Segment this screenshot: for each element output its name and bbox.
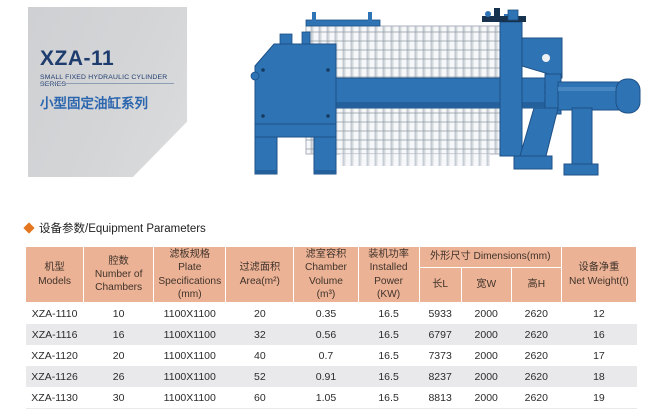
- cell-length: 6797: [428, 328, 452, 341]
- cell-length: 5933: [428, 307, 452, 320]
- cell-length: 8813: [428, 391, 452, 404]
- cell-net-weight: 18: [593, 370, 605, 383]
- cell-model: XZA-1110: [31, 307, 78, 320]
- filter-plates-top: [305, 25, 503, 81]
- cell-installed-power: 16.5: [378, 307, 399, 320]
- cell-installed-power: 16.5: [378, 391, 399, 404]
- cell-chamber-volume: 1.05: [315, 391, 337, 404]
- filter-press-svg: [250, 8, 641, 176]
- cell-chambers: 26: [112, 370, 125, 383]
- col-header-plate-spec: 滤板规格 Plate Specifications (mm): [153, 246, 227, 303]
- table-row: XZA-1126 26 1100X1100 52 0.91 16.5 8237 …: [25, 366, 637, 387]
- cell-width: 2000: [474, 307, 498, 320]
- section-title: 设备参数/Equipment Parameters: [39, 223, 206, 235]
- cell-plate-spec: 1100X1100: [163, 328, 216, 341]
- cell-net-weight: 16: [593, 328, 605, 341]
- table-row: XZA-1116 16 1100X1100 32 0.56 16.5 6797 …: [25, 324, 637, 345]
- cell-height: 2620: [524, 307, 548, 320]
- cell-width: 2000: [474, 328, 498, 341]
- col-header-chamber-volume: 滤室容积 Chamber Volume (m³): [293, 246, 359, 303]
- series-subtitle-cn: 小型固定油缸系列: [40, 96, 148, 111]
- cell-plate-spec: 1100X1100: [163, 349, 216, 362]
- cell-chamber-volume: 0.91: [315, 370, 337, 383]
- filter-press-illustration: [250, 6, 646, 178]
- col-header-installed-power: 装机功率 Installed Power (KW): [357, 246, 420, 303]
- col-header-net-weight: 设备净重 Net Weight(t): [560, 246, 638, 303]
- right-legs: [513, 107, 599, 176]
- equipment-parameters-table: 机型 Models 腔数 Number of Chambers 滤板规格 Pla…: [24, 246, 638, 409]
- cell-plate-spec: 1100X1100: [163, 391, 216, 404]
- cell-length: 8237: [428, 370, 452, 383]
- cell-plate-spec: 1100X1100: [163, 370, 216, 383]
- cell-height: 2620: [524, 370, 548, 383]
- cell-width: 2000: [474, 391, 498, 404]
- series-subtitle-en: SMALL FIXED HYDRAULIC CYLINDER SERIES: [40, 74, 168, 88]
- cell-net-weight: 12: [593, 307, 605, 320]
- cell-installed-power: 16.5: [378, 328, 399, 341]
- col-header-dimensions: 外形尺寸 Dimensions(mm): [418, 246, 562, 268]
- table-row: XZA-1130 30 1100X1100 60 1.05 16.5 8813 …: [26, 387, 637, 408]
- cell-chambers: 30: [112, 391, 125, 404]
- cell-width: 2000: [474, 370, 498, 383]
- cell-model: XZA-1120: [31, 349, 78, 362]
- col-header-length: 长L: [418, 267, 462, 303]
- col-header-width: 宽W: [460, 267, 512, 303]
- cell-chamber-volume: 0.56: [315, 328, 337, 341]
- cell-chambers: 20: [112, 349, 125, 362]
- cell-area: 32: [254, 328, 266, 341]
- cell-net-weight: 19: [593, 391, 605, 404]
- left-stand: [250, 31, 337, 175]
- title-divider: [40, 83, 174, 84]
- cell-chambers: 10: [112, 307, 125, 320]
- col-header-area: 过滤面积 Area(m²): [225, 246, 295, 303]
- col-header-chambers: 腔数 Number of Chambers: [83, 246, 155, 303]
- cell-plate-spec: 1100X1100: [163, 307, 216, 320]
- table-row: XZA-1120 20 1100X1100 40 0.7 16.5 7373 2…: [26, 345, 637, 366]
- cell-chamber-volume: 0.7: [318, 349, 334, 362]
- top-tie-bar: [305, 12, 381, 27]
- cell-chambers: 16: [112, 328, 125, 341]
- cell-area: 20: [254, 307, 266, 320]
- cell-model: XZA-1130: [31, 391, 78, 404]
- cell-installed-power: 16.5: [378, 370, 399, 383]
- cell-area: 60: [254, 391, 266, 404]
- col-header-models: 机型 Models: [24, 246, 85, 303]
- cell-installed-power: 16.5: [378, 349, 399, 362]
- cell-height: 2620: [524, 391, 548, 404]
- cell-net-weight: 17: [593, 349, 605, 362]
- cell-height: 2620: [524, 328, 548, 341]
- series-title-card: XZA-11 SMALL FIXED HYDRAULIC CYLINDER SE…: [28, 7, 187, 177]
- cell-model: XZA-1116: [31, 328, 78, 341]
- cell-height: 2620: [524, 349, 548, 362]
- top-fittings: [482, 8, 526, 22]
- hydraulic-cylinder: [544, 73, 641, 115]
- cell-model: XZA-1126: [31, 370, 78, 383]
- cell-chamber-volume: 0.35: [315, 307, 337, 320]
- table-row: XZA-1110 10 1100X1100 20 0.35 16.5 5933 …: [26, 303, 637, 325]
- cell-length: 7373: [428, 349, 452, 362]
- col-header-height: 高H: [510, 267, 562, 303]
- press-plate: [499, 14, 563, 157]
- cell-area: 40: [254, 349, 266, 362]
- diamond-bullet-icon: [23, 222, 35, 234]
- cell-area: 52: [254, 370, 266, 383]
- series-model-name: XZA-11: [40, 47, 115, 70]
- cell-width: 2000: [474, 349, 498, 362]
- section-header: 设备参数/Equipment Parameters: [23, 220, 206, 236]
